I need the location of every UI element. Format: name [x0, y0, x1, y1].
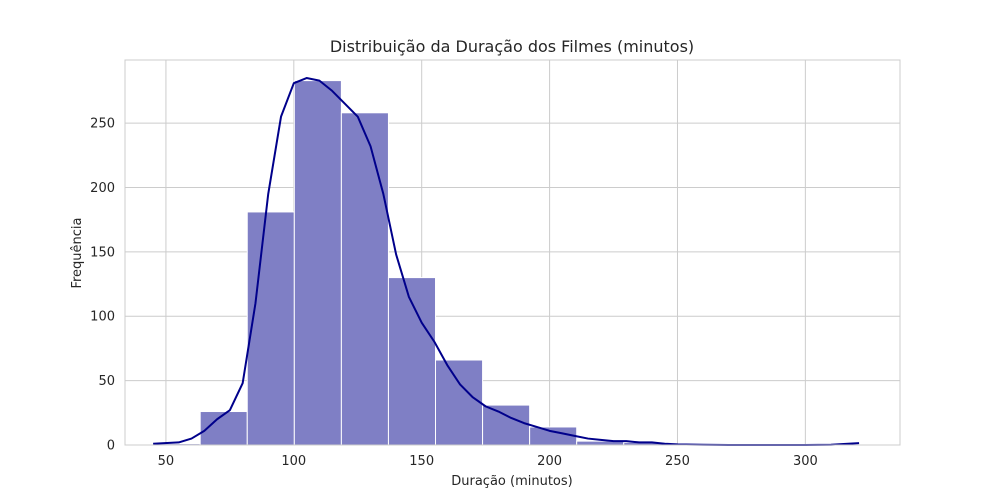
histogram-bar [293, 80, 342, 446]
x-axis-label: Duração (minutos) [451, 474, 572, 489]
chart-title: Distribuição da Duração dos Filmes (minu… [330, 37, 694, 56]
histogram-bar [246, 211, 295, 446]
y-axis-label: Frequência [70, 217, 85, 288]
plot-frame [124, 59, 901, 446]
y-tick-labels: 0 50 100 150 200 250 [90, 117, 115, 454]
y-tick-label: 250 [90, 117, 115, 132]
y-tick-label: 0 [107, 439, 115, 454]
histogram-bar [482, 404, 531, 446]
x-tick-label: 150 [409, 454, 434, 469]
y-tick-label: 150 [90, 245, 115, 260]
x-tick-label: 300 [793, 454, 818, 469]
histogram-bar [340, 112, 389, 446]
y-tick-label: 100 [90, 310, 115, 325]
histogram-bar [529, 426, 578, 446]
x-tick-label: 250 [665, 454, 690, 469]
y-tick-label: 200 [90, 181, 115, 196]
x-tick-label: 100 [281, 454, 306, 469]
x-tick-label: 50 [158, 454, 175, 469]
histogram-bar [387, 277, 437, 446]
x-tick-labels: 50 100 150 200 250 300 [158, 454, 818, 469]
kde-curve [153, 77, 860, 446]
x-tick-label: 200 [537, 454, 562, 469]
y-tick-label: 50 [98, 374, 115, 389]
histogram-bars [152, 80, 672, 446]
histogram-bar [435, 359, 484, 446]
